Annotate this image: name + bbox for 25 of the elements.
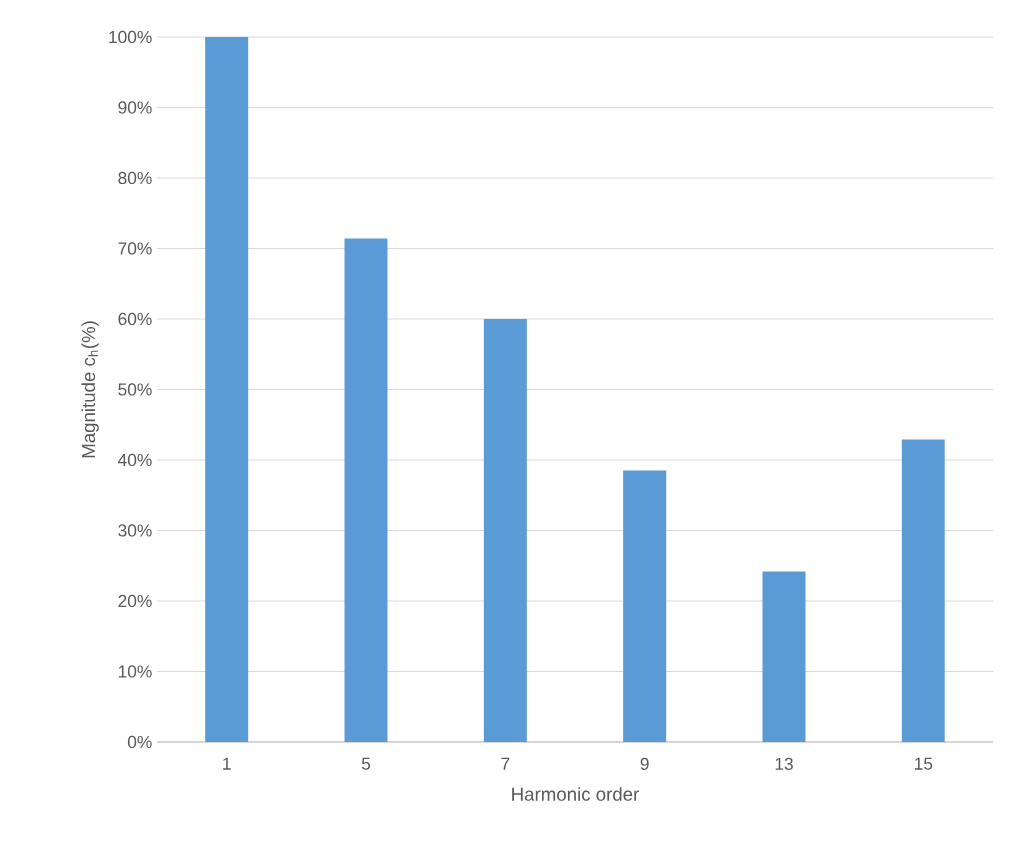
y-tick-label: 50% <box>118 383 152 396</box>
y-tick-label: 90% <box>118 101 152 114</box>
y-tick-label: 40% <box>118 453 152 467</box>
bar <box>762 571 806 742</box>
bar <box>344 238 388 742</box>
x-tick-label: 1 <box>223 757 231 770</box>
x-tick-label: 7 <box>501 757 510 770</box>
x-tick-label: 5 <box>361 757 371 770</box>
bar <box>623 470 667 742</box>
x-tick-label: 13 <box>775 757 793 770</box>
y-tick-label: 30% <box>118 524 152 537</box>
y-tick-label: 60% <box>118 312 152 326</box>
bar <box>483 318 527 742</box>
y-tick-label: 100% <box>109 30 152 44</box>
bar <box>901 439 945 742</box>
y-tick-label: 0% <box>127 735 152 749</box>
y-tick-label: 80% <box>118 171 152 185</box>
y-tick-label: 10% <box>118 665 152 678</box>
y-tick-label: 20% <box>118 594 152 608</box>
bar <box>205 36 249 742</box>
x-tick-label: 15 <box>915 757 933 770</box>
y-axis-title: Magnitude c$_{h}$(%) <box>81 321 99 458</box>
x-tick-label: 9 <box>640 757 649 770</box>
x-axis-title: Harmonic order <box>512 787 639 801</box>
y-tick-label: 70% <box>118 242 152 255</box>
